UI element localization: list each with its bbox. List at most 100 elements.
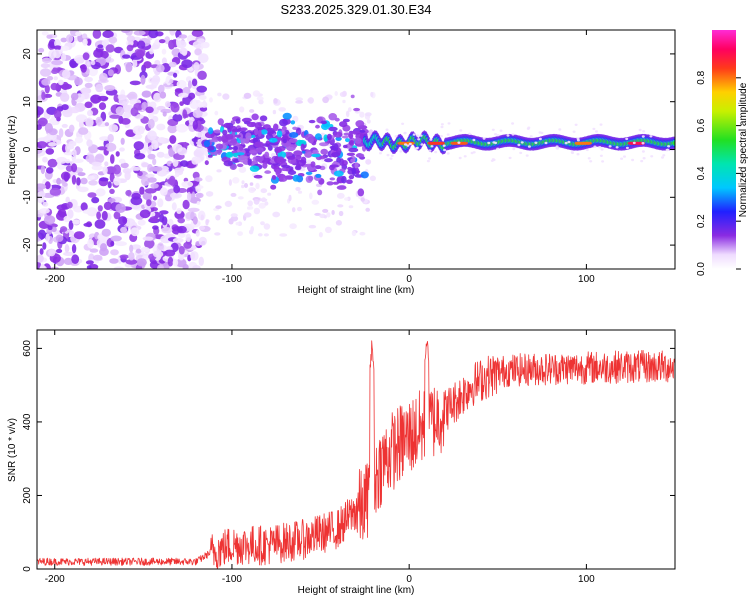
- spectrogram-blob: [174, 88, 183, 93]
- spectrogram-blob: [572, 130, 576, 133]
- spectrogram-blob: [446, 152, 450, 155]
- spectrogram-blob: [130, 227, 140, 237]
- x-tick-label: 100: [578, 274, 595, 285]
- spectrogram-blob: [78, 127, 89, 135]
- spectrogram-blob: [247, 200, 253, 207]
- spectrogram-blob: [284, 151, 293, 157]
- spectrogram-blob: [295, 100, 303, 104]
- spectrogram-blob: [439, 135, 443, 138]
- spectrogram-blob: [365, 207, 371, 212]
- spectrogram-blob: [482, 137, 486, 140]
- spectrogram-blob: [297, 206, 302, 212]
- spectrogram-y-axis-label: Frequency (Hz): [7, 116, 18, 185]
- spectrogram-blob: [310, 161, 316, 168]
- spectrogram-blob: [119, 147, 125, 152]
- spectrogram-blob: [109, 114, 121, 119]
- spectrogram-blob: [332, 181, 339, 185]
- spectrogram-blob: [118, 216, 128, 226]
- spectrogram-blob: [261, 157, 271, 164]
- spectrogram-blob: [91, 196, 100, 204]
- spectrogram-blob: [100, 243, 107, 252]
- spectrogram-blob: [429, 138, 433, 141]
- spectrogram-blob: [525, 154, 529, 157]
- spectrogram-blob: [337, 204, 344, 208]
- spectrogram-blob: [235, 118, 241, 124]
- spectrogram-blob: [40, 165, 46, 175]
- spectrogram-blob: [324, 158, 333, 163]
- spectrogram-blob: [270, 184, 277, 190]
- spectrogram-blob: [279, 175, 288, 182]
- spectrogram-blob: [135, 248, 142, 254]
- spectrogram-blob: [149, 166, 161, 172]
- spectrogram-blob: [341, 135, 349, 139]
- spectrogram-blob: [96, 211, 101, 220]
- spectrogram-blob: [631, 158, 635, 162]
- spectrogram-blob: [87, 109, 93, 117]
- spectrogram-blob: [428, 149, 432, 152]
- spectrogram-blob: [307, 97, 314, 104]
- spectrogram-blob: [200, 41, 210, 49]
- spectrogram-blob: [261, 197, 267, 203]
- spectrogram-blob: [346, 152, 356, 156]
- spectrogram-blob: [40, 68, 52, 77]
- spectrogram-blob: [196, 201, 201, 205]
- spectrogram-x-axis-label: Height of straight line (km): [298, 285, 415, 296]
- spectrogram-blob: [71, 175, 77, 185]
- spectrogram-blob: [131, 244, 141, 250]
- spectrogram-blob: [300, 143, 305, 151]
- spectrogram-blob: [167, 124, 178, 134]
- spectrogram-blob: [273, 98, 278, 104]
- spectrogram-blob: [319, 155, 326, 160]
- spectrogram-blob: [80, 177, 88, 185]
- spectrogram-blob: [254, 141, 264, 148]
- spectrogram-blob: [239, 106, 245, 113]
- spectrogram-blob: [256, 96, 264, 101]
- spectrogram-blob: [335, 220, 342, 226]
- spectrogram-blob: [95, 188, 106, 197]
- spectrogram-blob: [238, 166, 247, 173]
- spectrogram-blob: [66, 145, 75, 150]
- spectrogram-blob: [341, 175, 347, 184]
- spectrogram-blob: [126, 35, 136, 43]
- spectrogram-blob: [139, 186, 145, 195]
- spectrogram-blob: [48, 38, 57, 49]
- spectrogram-blob: [234, 134, 241, 138]
- spectrogram-blob: [512, 147, 516, 151]
- spectrogram-blob: [601, 160, 605, 163]
- spectrogram-blob: [326, 133, 332, 141]
- spectrogram-blob: [45, 167, 54, 174]
- spectrogram-blob: [632, 141, 636, 145]
- spectrogram-blob: [120, 137, 125, 145]
- spectrogram-blob: [48, 248, 56, 257]
- spectrogram-blob: [161, 216, 168, 226]
- spectrogram-blob: [335, 136, 342, 141]
- spectrogram-blob: [133, 141, 144, 151]
- spectrogram-blob: [119, 254, 129, 259]
- spectrogram-blob: [268, 137, 278, 143]
- spectrogram-blob: [136, 258, 147, 267]
- spectrogram-blob: [282, 134, 289, 141]
- spectrogram-blob: [50, 82, 59, 91]
- spectrogram-blob: [94, 219, 106, 229]
- spectrogram-blob: [296, 159, 306, 167]
- spectrogram-blob: [351, 230, 357, 237]
- spectrogram-blob: [416, 134, 420, 137]
- spectrogram-blob: [76, 177, 81, 186]
- spectrogram-blob: [346, 179, 353, 184]
- spectrogram-blob: [161, 57, 167, 65]
- spectrogram-blob: [157, 198, 164, 208]
- spectrogram-blob: [39, 208, 50, 214]
- spectrogram-blob: [345, 110, 350, 118]
- spectrogram-blob: [348, 132, 354, 140]
- spectrogram-blob: [51, 226, 57, 232]
- spectrogram-blob: [217, 136, 223, 142]
- spectrogram-blob: [59, 92, 70, 103]
- spectrogram-blob: [160, 187, 168, 196]
- spectrogram-blob: [177, 217, 185, 224]
- spectrogram-blob: [97, 205, 103, 212]
- spectrogram-blob: [260, 129, 268, 135]
- spectrogram-blob: [41, 91, 46, 101]
- spectrogram-blob: [53, 109, 62, 119]
- spectrogram-blob: [39, 248, 44, 255]
- spectrogram-blob: [98, 102, 107, 110]
